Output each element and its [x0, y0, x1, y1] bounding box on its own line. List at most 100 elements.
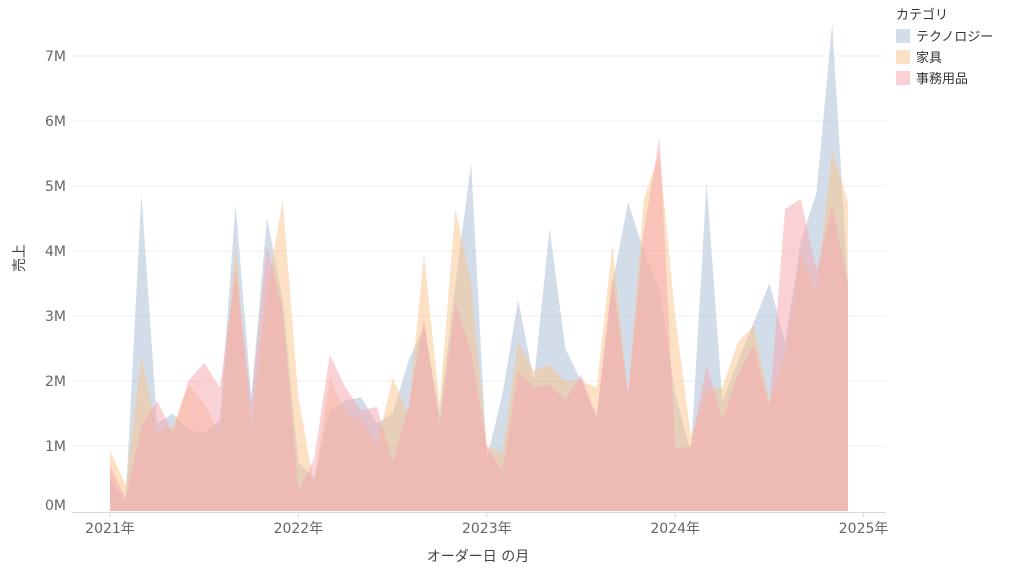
- area-office-supplies-point[interactable]: [595, 415, 599, 419]
- area-office-supplies-point[interactable]: [234, 269, 238, 273]
- x-axis-title: オーダー日 の月: [427, 549, 529, 565]
- area-office-supplies-point[interactable]: [312, 457, 316, 461]
- area-furniture-point[interactable]: [281, 198, 285, 202]
- area-technology-point[interactable]: [563, 347, 567, 351]
- area-office-supplies-point[interactable]: [579, 373, 583, 377]
- area-office-supplies-point[interactable]: [155, 399, 159, 403]
- area-technology-point[interactable]: [830, 22, 834, 26]
- area-office-supplies-point[interactable]: [218, 386, 222, 390]
- legend-item-technology[interactable]: テクノロジー: [896, 25, 993, 46]
- area-office-supplies-point[interactable]: [344, 386, 348, 390]
- area-office-supplies-point[interactable]: [406, 405, 410, 409]
- area-office-supplies-point[interactable]: [249, 402, 253, 406]
- area-furniture-point[interactable]: [422, 252, 426, 256]
- area-furniture-point[interactable]: [438, 402, 442, 406]
- area-technology-point[interactable]: [705, 181, 709, 185]
- area-office-supplies-point[interactable]: [171, 431, 175, 435]
- area-furniture-point[interactable]: [501, 451, 505, 455]
- area-office-supplies-point[interactable]: [516, 369, 520, 373]
- area-furniture-point[interactable]: [595, 386, 599, 390]
- area-office-supplies[interactable]: [110, 137, 848, 512]
- area-office-supplies-point[interactable]: [453, 301, 457, 305]
- area-technology-point[interactable]: [626, 200, 630, 204]
- area-office-supplies-point[interactable]: [422, 317, 426, 321]
- area-office-supplies-point[interactable]: [705, 363, 709, 367]
- area-furniture-point[interactable]: [453, 207, 457, 211]
- area-office-supplies-point[interactable]: [485, 444, 489, 448]
- area-office-supplies-point[interactable]: [501, 470, 505, 474]
- area-technology-point[interactable]: [359, 395, 363, 399]
- area-furniture-point[interactable]: [752, 324, 756, 328]
- area-office-supplies-point[interactable]: [469, 350, 473, 354]
- area-office-supplies-point[interactable]: [767, 405, 771, 409]
- y-axis-title: 売上: [12, 244, 28, 272]
- area-office-supplies-point[interactable]: [296, 490, 300, 494]
- area-office-supplies-point[interactable]: [548, 382, 552, 386]
- area-furniture-point[interactable]: [124, 483, 128, 487]
- legend-item-office-supplies[interactable]: 事務用品: [896, 67, 993, 88]
- area-office-supplies-point[interactable]: [736, 373, 740, 377]
- area-office-supplies-point[interactable]: [673, 447, 677, 451]
- area-office-supplies-point[interactable]: [689, 444, 693, 448]
- area-furniture-point[interactable]: [171, 425, 175, 429]
- area-furniture-point[interactable]: [532, 369, 536, 373]
- area-furniture-point[interactable]: [736, 340, 740, 344]
- legend-item-furniture[interactable]: 家具: [896, 46, 993, 67]
- area-office-supplies-point[interactable]: [626, 392, 630, 396]
- area-office-supplies-point[interactable]: [391, 460, 395, 464]
- area-technology-point[interactable]: [815, 191, 819, 195]
- area-furniture-point[interactable]: [469, 282, 473, 286]
- area-technology-point[interactable]: [767, 282, 771, 286]
- area-furniture-point[interactable]: [139, 354, 143, 358]
- area-office-supplies-point[interactable]: [658, 135, 662, 139]
- area-office-supplies-point[interactable]: [359, 408, 363, 412]
- area-technology-point[interactable]: [234, 202, 238, 206]
- area-office-supplies-point[interactable]: [139, 425, 143, 429]
- area-furniture-point[interactable]: [720, 386, 724, 390]
- area-office-supplies-point[interactable]: [752, 343, 756, 347]
- area-furniture-point[interactable]: [234, 243, 238, 247]
- area-furniture-point[interactable]: [610, 243, 614, 247]
- area-technology-point[interactable]: [406, 360, 410, 364]
- area-office-supplies-point[interactable]: [187, 379, 191, 383]
- area-furniture-point[interactable]: [516, 340, 520, 344]
- y-tick-label: 5M: [45, 179, 66, 195]
- area-series-group: [108, 22, 850, 512]
- area-office-supplies-point[interactable]: [830, 204, 834, 208]
- area-office-supplies-point[interactable]: [563, 399, 567, 403]
- area-office-supplies-point[interactable]: [281, 308, 285, 312]
- area-furniture-point[interactable]: [108, 449, 112, 453]
- area-office-supplies-point[interactable]: [532, 386, 536, 390]
- area-office-supplies-point[interactable]: [610, 275, 614, 279]
- area-furniture-point[interactable]: [563, 379, 567, 383]
- area-furniture-point[interactable]: [391, 376, 395, 380]
- area-office-supplies-point[interactable]: [202, 361, 206, 365]
- area-office-supplies-point[interactable]: [328, 353, 332, 357]
- area-furniture-point[interactable]: [296, 395, 300, 399]
- area-technology-point[interactable]: [139, 192, 143, 196]
- area-office-supplies-point[interactable]: [720, 418, 724, 422]
- area-furniture-point[interactable]: [673, 314, 677, 318]
- area-technology-point[interactable]: [469, 161, 473, 165]
- area-office-supplies-point[interactable]: [815, 269, 819, 273]
- area-technology-point[interactable]: [501, 392, 505, 396]
- area-furniture-point[interactable]: [548, 363, 552, 367]
- area-furniture-point[interactable]: [830, 148, 834, 152]
- area-office-supplies-point[interactable]: [642, 230, 646, 234]
- area-technology-point[interactable]: [171, 412, 175, 416]
- area-technology-point[interactable]: [548, 226, 552, 230]
- area-technology-point[interactable]: [265, 215, 269, 219]
- area-furniture-point[interactable]: [689, 434, 693, 438]
- area-office-supplies-point[interactable]: [108, 464, 112, 468]
- area-office-supplies-point[interactable]: [124, 496, 128, 500]
- area-office-supplies-point[interactable]: [799, 197, 803, 201]
- area-office-supplies-point[interactable]: [783, 207, 787, 211]
- area-furniture-point[interactable]: [642, 197, 646, 201]
- area-office-supplies-point[interactable]: [438, 425, 442, 429]
- area-office-supplies-point[interactable]: [846, 282, 850, 286]
- area-technology-point[interactable]: [516, 298, 520, 302]
- area-office-supplies-point[interactable]: [375, 405, 379, 409]
- area-furniture-point[interactable]: [846, 200, 850, 204]
- y-tick-label: 2M: [45, 374, 66, 390]
- area-office-supplies-point[interactable]: [265, 243, 269, 247]
